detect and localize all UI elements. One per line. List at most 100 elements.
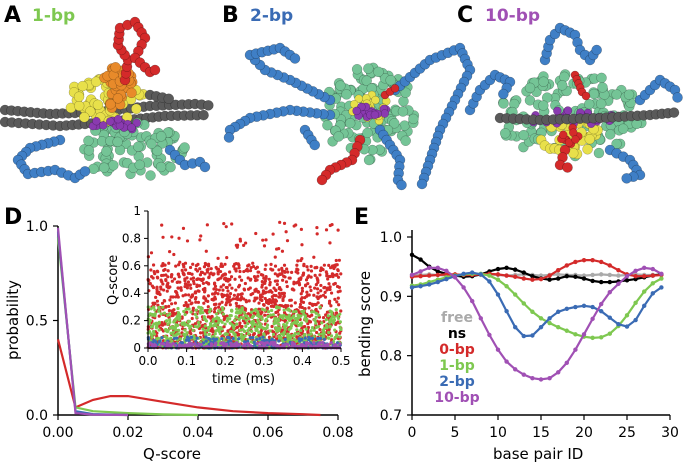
h3-tail <box>464 69 516 116</box>
e-point <box>607 279 612 285</box>
d-series-line-0 <box>56 339 321 417</box>
e-point <box>616 322 621 327</box>
inset-ylabel: Q-score <box>106 255 121 305</box>
e-point <box>616 281 621 287</box>
e-point <box>418 273 423 279</box>
e-point <box>504 265 509 271</box>
e-point <box>581 303 587 309</box>
q-score-time-inset: 0.0 0.1 0.2 0.3 0.4 0.5 0 0.2 0.4 0.6 0.8 1 time (m… <box>106 204 351 387</box>
e-legend-entry: 10-bp <box>434 390 479 406</box>
e-point <box>564 360 569 365</box>
e-point <box>504 273 509 278</box>
e-point <box>556 272 561 277</box>
inset-xtick-label: 0.0 <box>138 354 157 368</box>
e-point <box>607 331 612 336</box>
panel-title-a: 1-bp <box>32 6 75 26</box>
e-point <box>435 279 440 285</box>
h3-tail <box>604 144 646 184</box>
e-point <box>659 285 664 290</box>
e-point <box>521 301 526 306</box>
e-point <box>435 269 440 274</box>
e-point <box>435 272 440 278</box>
d-xtick-label: 0.08 <box>322 425 353 441</box>
nucleosome-render-2bp <box>223 42 476 191</box>
e-point <box>590 272 595 278</box>
e-point <box>573 259 578 265</box>
e-point <box>642 289 647 294</box>
h2a-tail <box>570 70 591 101</box>
e-point <box>478 272 483 277</box>
e-point <box>659 276 664 281</box>
e-point <box>478 316 483 321</box>
e-point <box>513 267 518 272</box>
e-point <box>495 272 501 277</box>
e-point <box>590 278 595 284</box>
e-point <box>556 370 561 375</box>
h2a-tail <box>380 84 400 100</box>
e-point <box>633 268 638 274</box>
e-point <box>521 270 526 275</box>
e-point <box>495 292 501 297</box>
nucleosome-render-1bp <box>0 16 214 184</box>
e-point <box>513 292 518 297</box>
h2a-domain <box>557 123 583 149</box>
e-legend-entry: 2-bp <box>439 374 475 390</box>
e-ytick-label: 1.0 <box>380 230 402 246</box>
e-ytick-label: 0.9 <box>380 289 402 305</box>
inset-ytick-label: 1 <box>133 204 141 218</box>
d-ytick-label: 1.0 <box>26 219 48 235</box>
e-point <box>530 376 535 381</box>
e-point <box>590 304 595 310</box>
panel-label-b: B <box>222 3 239 28</box>
e-point <box>599 335 604 340</box>
e-xtick-label: 5 <box>451 425 460 441</box>
e-point <box>427 273 432 278</box>
e-ytick-label: 0.7 <box>380 408 402 424</box>
e-xtick-label: 30 <box>661 425 679 441</box>
e-point <box>495 277 501 282</box>
e-point <box>521 333 526 339</box>
e-point <box>581 332 587 337</box>
inset-xtick-label: 0.3 <box>254 354 273 368</box>
e-xtick-label: 10 <box>489 425 507 441</box>
e-xtick-label: 25 <box>618 425 636 441</box>
e-point <box>659 271 664 276</box>
d-xlabel: Q-score <box>143 445 201 463</box>
e-point <box>452 275 458 280</box>
e-point <box>564 306 569 311</box>
e-point <box>538 324 544 330</box>
e-xtick-label: 0 <box>408 425 417 441</box>
e-point <box>590 335 595 341</box>
e-point <box>547 316 552 321</box>
e-point <box>633 317 638 323</box>
e-point <box>624 278 630 283</box>
h2a-tail <box>112 16 161 86</box>
e-point <box>538 377 544 382</box>
e-point <box>581 257 587 263</box>
d-xtick-label: 0.02 <box>112 425 143 441</box>
d-series-line-3 <box>56 227 129 417</box>
inset-ytick-label: 0.6 <box>122 259 141 273</box>
e-point <box>513 274 518 279</box>
e-point <box>435 265 440 271</box>
d-ylabel: probability <box>4 280 22 360</box>
e-point <box>487 273 492 278</box>
e-point <box>418 284 423 289</box>
e-point <box>427 265 432 271</box>
inset-ytick-label: 0.8 <box>122 231 141 245</box>
e-point <box>590 316 595 322</box>
dna-strand <box>144 89 174 104</box>
h2a-tail <box>554 144 573 173</box>
h3-tail <box>374 124 407 191</box>
e-point <box>607 289 612 295</box>
e-point <box>564 263 569 268</box>
e-point <box>556 309 561 314</box>
e-point <box>642 265 647 271</box>
e-point <box>642 303 647 309</box>
panel-title-c: 10-bp <box>485 6 540 26</box>
probability-chart: 0.00 0.02 0.04 0.06 0.080.00.51.0 Q-score pr… <box>4 219 354 463</box>
inset-xtick-label: 0.2 <box>216 354 235 368</box>
purple-domain <box>352 102 391 122</box>
inset-xtick-label: 0.1 <box>177 354 196 368</box>
